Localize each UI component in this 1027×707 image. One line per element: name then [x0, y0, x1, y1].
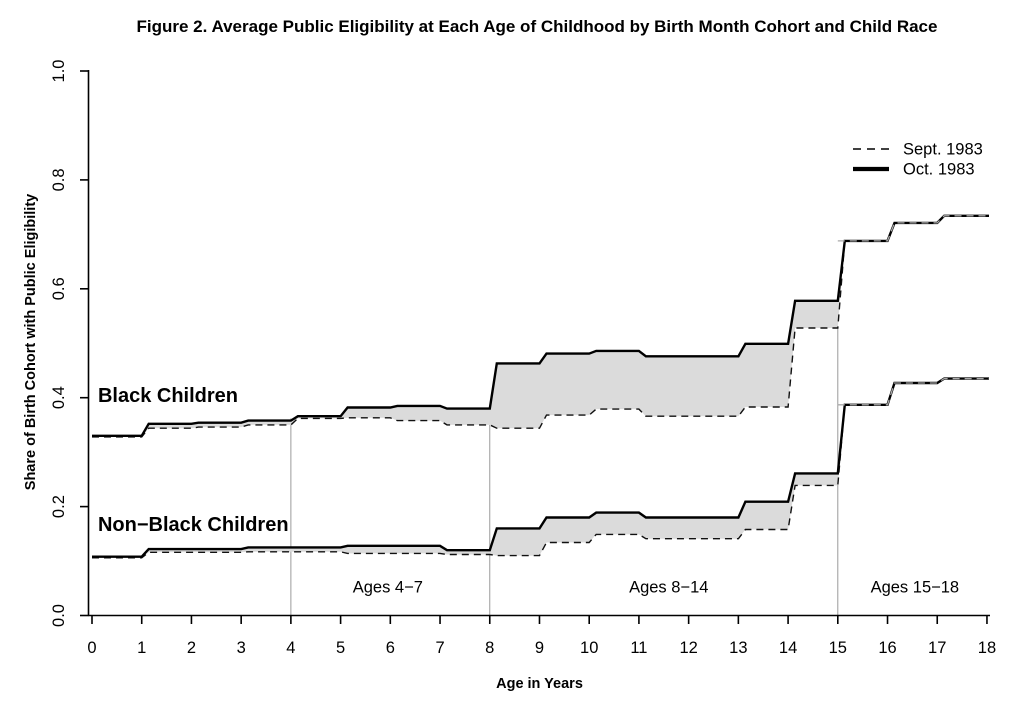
x-tick-label: 8: [485, 639, 494, 657]
gap-fill-black: [92, 215, 989, 437]
x-axis-title: Age in Years: [496, 676, 583, 692]
coincident-dash-overlay-black: [837, 215, 989, 242]
coincident-dash-overlay-non-black: [837, 377, 989, 406]
x-tick-label: 6: [386, 639, 395, 657]
x-tick-label: 11: [630, 639, 647, 657]
series-line-black-sept: [92, 215, 989, 438]
x-tick-label: 5: [336, 639, 345, 657]
x-tick-label: 18: [978, 639, 996, 657]
y-tick-label: 0.6: [50, 277, 68, 300]
figure-title: Figure 2. Average Public Eligibility at …: [136, 17, 938, 36]
y-tick-label: 0.2: [50, 495, 68, 518]
y-tick-label: 0.8: [50, 168, 68, 191]
x-tick-label: 2: [187, 639, 196, 657]
age-band-label: Ages 15−18: [871, 579, 960, 597]
x-tick-label: 3: [237, 639, 246, 657]
x-tick-label: 13: [729, 639, 747, 657]
gap-fill-non-black: [92, 378, 989, 558]
x-tick-label: 12: [679, 639, 697, 657]
x-tick-label: 10: [580, 639, 598, 657]
group-label-black-children: Black Children: [98, 385, 238, 407]
x-tick-label: 16: [878, 639, 896, 657]
y-tick-label: 0.4: [50, 386, 68, 409]
series-line-non-black-sept: [92, 377, 989, 559]
group-label-non-black-children: Non−Black Children: [98, 514, 289, 536]
x-tick-label: 14: [779, 639, 797, 657]
legend: Sept. 1983 Oct. 1983: [853, 141, 983, 179]
age-band-label: Ages 8−14: [629, 579, 708, 597]
axes-layer: 0 1 2 3 4 5 6 7 8 9 10 11 12 13 14 15 16 17 180.00.20.40.6…: [50, 60, 996, 657]
series-line-non-black-oct: [92, 377, 989, 558]
x-tick-label: 7: [435, 639, 444, 657]
x-tick-label: 4: [286, 639, 295, 657]
x-tick-label: 0: [87, 639, 96, 657]
annotations-layer: Black Children Non−Black Children Ages 4−7…: [98, 385, 959, 597]
x-tick-label: 17: [928, 639, 946, 657]
x-tick-label: 15: [829, 639, 847, 657]
legend-label: Oct. 1983: [903, 161, 975, 179]
y-tick-label: 0.0: [50, 604, 68, 627]
x-tick-label: 1: [137, 639, 146, 657]
gap-shading-layer: [92, 215, 989, 558]
series-layer: [92, 214, 989, 559]
y-tick-label: 1.0: [50, 60, 68, 83]
x-tick-label: 9: [535, 639, 544, 657]
series-line-black-oct: [92, 214, 989, 437]
age-band-label: Ages 4−7: [353, 579, 423, 597]
legend-label: Sept. 1983: [903, 141, 983, 159]
